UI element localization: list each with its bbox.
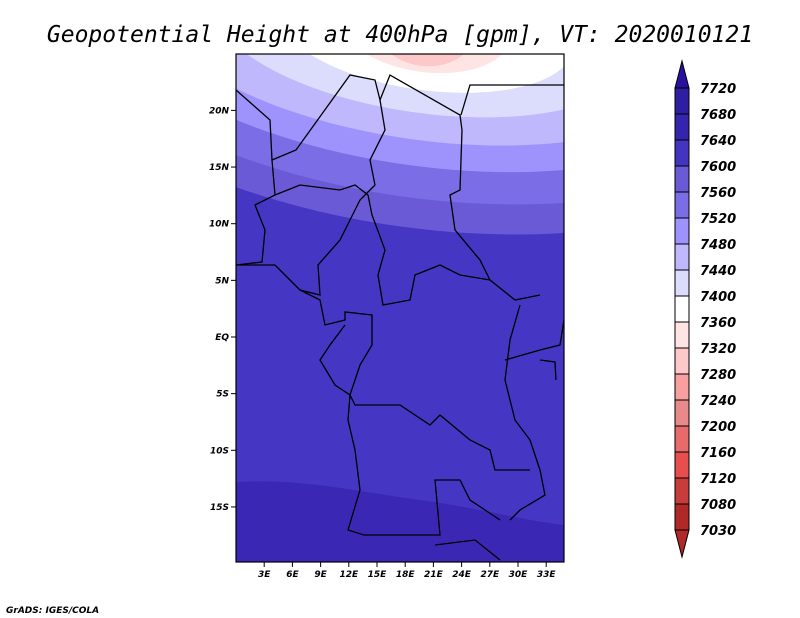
lon-label: 33E	[537, 570, 557, 580]
colorbar-label: 7240	[700, 394, 736, 409]
lat-label: 15N	[209, 163, 230, 173]
colorbar-box	[674, 269, 690, 297]
lon-label: 24E	[452, 570, 472, 580]
colorbar-label: 7080	[700, 498, 736, 513]
colorbar-box	[674, 165, 690, 193]
colorbar-label: 7320	[700, 342, 736, 357]
lon-label: 9E	[314, 570, 327, 580]
colorbar-box	[674, 347, 690, 375]
colorbar-box	[674, 503, 690, 531]
colorbar-label: 7200	[700, 420, 736, 435]
country-borders	[236, 74, 564, 561]
colorbar-box	[674, 191, 690, 219]
colorbar-box	[674, 451, 690, 479]
height-band	[276, 54, 564, 93]
colorbar-label: 7640	[700, 134, 736, 149]
height-band	[236, 54, 564, 173]
colorbar-label: 7030	[700, 524, 736, 539]
colorbar-box	[674, 139, 690, 167]
colorbar-label: 7600	[700, 160, 736, 175]
lat-label: 5N	[215, 276, 229, 286]
colorbar-label: 7560	[700, 186, 736, 201]
height-band-south	[236, 481, 564, 562]
plot-title: Geopotential Height at 400hPa [gpm], VT:…	[47, 22, 753, 48]
colorbar-bottom-arrow	[674, 529, 690, 559]
grads-credit: GrADS: IGES/COLA	[6, 606, 99, 616]
latitude-axis: 20N 15N 10N 5N EQ 5S 10S 15S	[209, 106, 236, 513]
lon-label: 15E	[368, 570, 388, 580]
colorbar-label: 7160	[700, 446, 736, 461]
colorbar-label: 7520	[700, 212, 736, 227]
colorbar-label: 7120	[700, 472, 736, 487]
colorbar-label: 7440	[700, 264, 736, 279]
lon-label: 6E	[286, 570, 299, 580]
colorbar-box	[674, 399, 690, 427]
lat-label: 15S	[210, 503, 229, 513]
lat-label: 10S	[210, 446, 229, 456]
colorbar-box	[674, 373, 690, 401]
lat-label: EQ	[215, 333, 229, 343]
colorbar-label: 7720	[700, 82, 736, 97]
lon-label: 3E	[258, 570, 271, 580]
lat-label: 10N	[209, 220, 230, 230]
lat-label: 20N	[209, 106, 230, 116]
colorbar-label: 7280	[700, 368, 736, 383]
lon-label: 21E	[424, 570, 444, 580]
lon-label: 18E	[396, 570, 416, 580]
colorbar-label: 7400	[700, 290, 736, 305]
colorbar-box	[674, 295, 690, 323]
map-frame	[235, 53, 565, 563]
lat-label: 5S	[216, 390, 229, 400]
colorbar-box	[674, 113, 690, 141]
colorbar-box	[674, 243, 690, 271]
colorbar-box	[674, 217, 690, 245]
colorbar-box	[674, 425, 690, 453]
colorbar-top-arrow	[674, 59, 690, 89]
lon-label: 27E	[480, 570, 500, 580]
colorbar-box	[674, 477, 690, 505]
colorbar-label: 7360	[700, 316, 736, 331]
colorbar-box	[674, 321, 690, 349]
colorbar-box	[674, 87, 690, 115]
lon-label: 12E	[339, 570, 359, 580]
colorbar: 7720 7680 7640 7600 7560 7520 7480 7440 7400 7360…	[674, 59, 736, 559]
colorbar-label: 7680	[700, 108, 736, 123]
longitude-axis: 3E 6E 9E 12E 15E 18E 21E 24E 27E 30E 33E	[258, 562, 556, 580]
colorbar-label: 7480	[700, 238, 736, 253]
lon-label: 30E	[509, 570, 529, 580]
